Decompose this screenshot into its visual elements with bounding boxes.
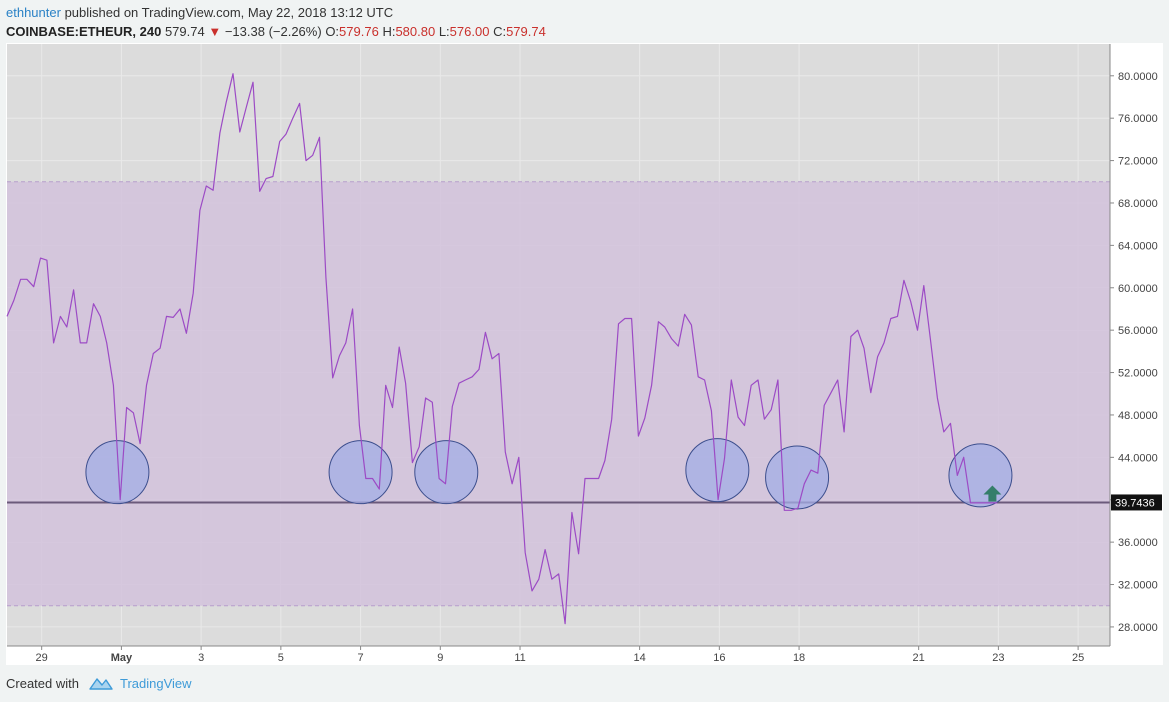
highlight-circle: [328, 440, 393, 505]
tradingview-logo-icon[interactable]: [88, 676, 113, 693]
y-tick-label: 36.0000: [1118, 537, 1158, 549]
symbol-label: COINBASE:ETHEUR, 240: [6, 24, 162, 39]
y-tick-label: 76.0000: [1118, 113, 1158, 125]
open-value: 579.76: [339, 24, 379, 39]
last-price: 579.74: [164, 24, 205, 39]
x-tick-label: 5: [278, 652, 284, 664]
low-value: 576.00: [449, 24, 490, 39]
x-tick-label: 29: [36, 652, 48, 664]
x-tick-label: 23: [992, 652, 1004, 664]
chart-header: ethhunter published on TradingView.com, …: [6, 3, 546, 41]
up-arrow-icon: [983, 485, 1002, 502]
down-arrow-icon: ▼: [208, 24, 222, 39]
indicator-band: [7, 181, 1110, 606]
x-tick-label: 14: [633, 652, 645, 664]
y-tick-label: 60.0000: [1118, 283, 1158, 295]
x-tick-label: 21: [913, 652, 925, 664]
rsi-series-line: [6, 73, 998, 625]
x-tick-label: 16: [713, 652, 725, 664]
x-tick-label: 25: [1072, 652, 1084, 664]
x-tick-label: 7: [358, 652, 364, 664]
author-link[interactable]: ethhunter: [6, 5, 61, 20]
high-label: H:: [382, 24, 396, 39]
y-tick-label: 72.0000: [1118, 156, 1158, 168]
price-label-box: [1111, 494, 1162, 511]
y-tick-label: 32.0000: [1118, 580, 1158, 592]
tradingview-link[interactable]: TradingView: [120, 676, 192, 691]
close-value: 579.74: [506, 24, 546, 39]
rsi-chart[interactable]: 28.000032.000036.000040.000044.000048.00…: [6, 43, 1163, 665]
x-tick-label: 3: [198, 652, 204, 664]
y-tick-label: 64.0000: [1118, 240, 1158, 252]
highlight-circle: [948, 443, 1013, 508]
y-tick-label: 48.0000: [1118, 410, 1158, 422]
footer: Created with TradingView: [6, 676, 192, 693]
publish-line: ethhunter published on TradingView.com, …: [6, 3, 546, 22]
close-label: C:: [493, 24, 507, 39]
y-tick-label: 52.0000: [1118, 368, 1158, 380]
x-tick-label: 9: [437, 652, 443, 664]
high-value: 580.80: [395, 24, 436, 39]
open-label: O:: [325, 24, 340, 39]
y-tick-label: 56.0000: [1118, 325, 1158, 337]
published-text: published on TradingView.com, May 22, 20…: [64, 5, 394, 20]
low-label: L:: [438, 24, 450, 39]
highlight-circle: [85, 440, 150, 505]
price-change: −13.38 (−2.26%): [224, 24, 322, 39]
quote-line: COINBASE:ETHEUR, 240 579.74 ▼ −13.38 (−2…: [6, 22, 546, 41]
y-tick-label: 28.0000: [1118, 622, 1158, 634]
x-tick-label: 11: [514, 652, 525, 664]
chart-panel[interactable]: 28.000032.000036.000040.000044.000048.00…: [6, 43, 1163, 665]
highlight-circle: [685, 438, 750, 503]
x-tick-label: May: [111, 652, 133, 664]
y-tick-label: 44.0000: [1118, 452, 1158, 464]
x-tick-label: 18: [793, 652, 805, 664]
price-label-text: 39.7436: [1115, 497, 1155, 509]
y-tick-label: 68.0000: [1118, 198, 1158, 210]
created-with-text: Created with: [6, 676, 79, 691]
y-tick-label: 80.0000: [1118, 71, 1158, 83]
